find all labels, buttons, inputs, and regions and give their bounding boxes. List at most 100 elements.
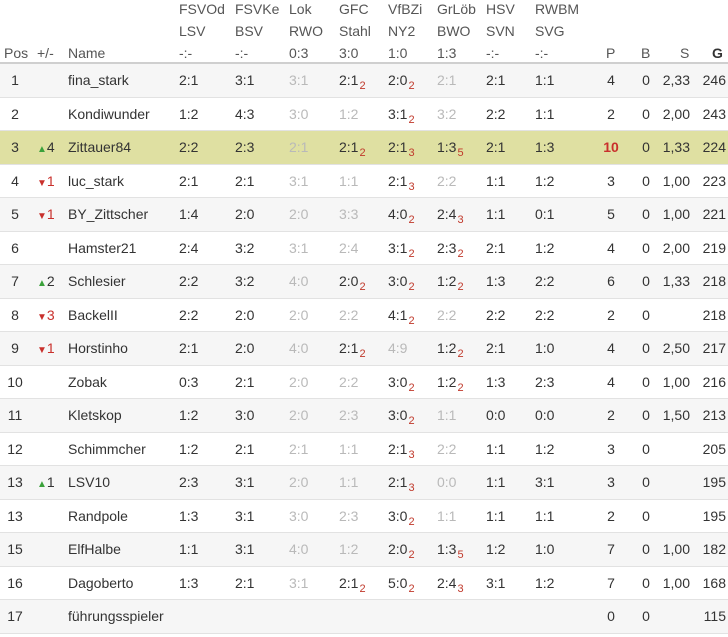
- arrow-up-icon: ▲: [37, 479, 47, 490]
- match-tip: 1:22: [437, 373, 464, 394]
- col-match-header-3[interactable]: Lok RWO 0:3: [289, 0, 323, 64]
- match-tip: 3:1: [289, 239, 309, 256]
- match-header-l3: -:-: [535, 45, 549, 61]
- player-name[interactable]: Randpole: [68, 507, 128, 524]
- points-value: 5: [607, 206, 615, 222]
- match-tip: 2:02: [339, 273, 366, 293]
- match-tip: 2:4: [179, 239, 199, 256]
- player-name[interactable]: Kondiwunder: [68, 105, 150, 122]
- col-match-header-4[interactable]: GFC Stahl 3:0: [339, 0, 371, 64]
- match-tip: 2:2: [179, 273, 199, 289]
- match-header-l1: FSVOd: [179, 1, 225, 17]
- player-name[interactable]: Hamster21: [68, 239, 137, 256]
- total-value: 218: [702, 273, 726, 289]
- col-match-header-1[interactable]: FSVOd LSV -:-: [179, 0, 225, 64]
- match-tip: 2:1: [437, 72, 457, 88]
- average-value: 1,33: [662, 139, 690, 155]
- match-tip: 4:9: [388, 340, 408, 356]
- match-tip: 3:02: [388, 373, 415, 394]
- table-row[interactable]: 7 ▲2 Schlesier 2:2 3:2 4:0 2:02 3:02 1:22 1:3 2:2 6…: [0, 265, 728, 299]
- match-header-l3: -:-: [486, 45, 500, 61]
- match-header-l2: LSV: [179, 23, 206, 39]
- table-row[interactable]: 1 fina_stark 2:1 3:1 3:1 2:12 2:02 2:1 2:1 1:1 4 0 2…: [0, 64, 728, 98]
- table-row[interactable]: 13 Randpole 1:3 3:1 3:0 2:3 3:02 1:1 1:1 1:1 2 0 195: [0, 500, 728, 533]
- average-value: 2,33: [662, 72, 690, 88]
- points-value: 4: [607, 340, 615, 356]
- table-row[interactable]: 17 führungsspieler 0 0 115: [0, 600, 728, 634]
- total-value: 218: [702, 306, 726, 323]
- player-name[interactable]: Zittauer84: [68, 139, 132, 155]
- player-name[interactable]: Dagoberto: [68, 574, 134, 591]
- col-name-header[interactable]: Name: [68, 45, 106, 61]
- tip-points: 2: [408, 515, 415, 528]
- match-tip: 2:1: [179, 172, 199, 189]
- table-row[interactable]: 9 ▼1 Horstinho 2:1 2:0 4:0 2:12 4:9 1:22 2:1 1:0 4 0…: [0, 332, 728, 366]
- match-tip: 1:1: [437, 407, 457, 423]
- match-tip: 2:1: [235, 373, 255, 390]
- match-tip: 5:02: [388, 574, 415, 595]
- col-pos-header[interactable]: Pos: [4, 45, 29, 61]
- match-tip: 2:2: [486, 306, 506, 323]
- player-name[interactable]: führungsspieler: [68, 608, 164, 624]
- total-value: 115: [703, 608, 726, 624]
- table-row[interactable]: 13 ▲1 LSV10 2:3 3:1 2:0 1:1 2:13 0:0 1:1 3:1 3 0 195: [0, 466, 728, 500]
- player-name[interactable]: Zobak: [68, 373, 107, 390]
- table-row[interactable]: 5 ▼1 BY_Zittscher 1:4 2:0 2:0 3:3 4:02 2:43 1:1 0:…: [0, 198, 728, 232]
- table-row[interactable]: 2 Kondiwunder 1:2 4:3 3:0 1:2 3:12 3:2 2:2 1:1 2 0 2…: [0, 98, 728, 131]
- col-match-header-5[interactable]: VfBZi NY2 1:0: [388, 0, 422, 64]
- table-row[interactable]: 3 ▲4 Zittauer84 2:2 2:3 2:1 2:12 2:13 1:35 2:1 1:3…: [0, 131, 728, 165]
- match-tip: 0:3: [179, 373, 199, 390]
- col-p-header[interactable]: P: [606, 45, 616, 61]
- player-name[interactable]: Horstinho: [68, 340, 128, 356]
- table-row[interactable]: 4 ▼1 luc_stark 2:1 2:1 3:1 1:1 2:13 2:2 1:1 1:2 3 0 1…: [0, 165, 728, 198]
- player-name[interactable]: Schlesier: [68, 273, 126, 289]
- player-name[interactable]: BY_Zittscher: [68, 206, 149, 222]
- col-g-header[interactable]: G: [712, 45, 723, 61]
- total-value: 195: [702, 474, 726, 490]
- match-tip: 1:35: [437, 541, 464, 561]
- match-tip: 1:4: [179, 206, 199, 222]
- match-tip: 2:2: [339, 373, 359, 390]
- tip-points: 2: [408, 381, 415, 394]
- player-name[interactable]: LSV10: [68, 474, 111, 490]
- points-value: 3: [607, 440, 615, 457]
- table-row[interactable]: 8 ▼3 BackelII 2:2 2:0 2:0 2:2 4:12 2:2 2:2 2:2 2 0 21…: [0, 299, 728, 332]
- tip-points: 2: [359, 281, 366, 293]
- table-row[interactable]: 11 Kletskop 1:2 3:0 2:0 2:3 3:02 1:1 0:0 0:0 2 0 1,5…: [0, 399, 728, 433]
- match-header-l1: HSV: [486, 1, 515, 17]
- bonus-value: 0: [642, 206, 650, 222]
- average-value: 1,00: [662, 541, 690, 557]
- match-header-l2: SVN: [486, 23, 515, 39]
- table-row[interactable]: 16 Dagoberto 1:3 2:1 3:1 2:12 5:02 2:43 3:1 1:2 7 0…: [0, 567, 728, 600]
- match-header-l1: RWBM: [535, 1, 580, 17]
- match-header-l3: -:-: [235, 45, 249, 61]
- table-row[interactable]: 6 Hamster21 2:4 3:2 3:1 2:4 3:12 2:32 2:1 1:2 4 0 2,…: [0, 232, 728, 265]
- col-b-header[interactable]: B: [641, 45, 651, 61]
- table-row[interactable]: 12 Schimmcher 1:2 2:1 2:1 1:1 2:13 2:2 1:1 1:2 3 0 2…: [0, 433, 728, 466]
- player-name[interactable]: ElfHalbe: [68, 541, 121, 557]
- total-value: 213: [702, 407, 726, 423]
- row-position: 5: [11, 206, 19, 222]
- table-row[interactable]: 10 Zobak 0:3 2:1 2:0 2:2 3:02 1:22 1:3 2:3 4 0 1,00 2…: [0, 366, 728, 399]
- tip-points: 2: [408, 80, 415, 92]
- col-match-header-6[interactable]: GrLöb BWO 1:3: [437, 0, 476, 64]
- col-match-header-2[interactable]: FSVKe BSV -:-: [235, 0, 279, 64]
- player-name[interactable]: fina_stark: [68, 72, 129, 88]
- table-row[interactable]: 15 ElfHalbe 1:1 3:1 4:0 1:2 2:02 1:35 1:2 1:0 7 0 1,…: [0, 533, 728, 567]
- player-name[interactable]: BackelII: [68, 306, 118, 323]
- change-value: 2: [46, 273, 55, 289]
- player-name[interactable]: Kletskop: [68, 407, 122, 423]
- match-header-l3: 3:0: [339, 45, 359, 61]
- match-tip: 1:3: [486, 373, 506, 390]
- col-match-header-8[interactable]: RWBM SVG -:-: [535, 0, 579, 64]
- match-tip: 2:43: [437, 574, 464, 595]
- match-tip: 3:1: [235, 474, 255, 490]
- row-change: ▲1: [37, 466, 65, 501]
- tip-points: 2: [457, 247, 464, 260]
- col-match-header-7[interactable]: HSV SVN -:-: [486, 0, 515, 64]
- col-s-header[interactable]: S: [680, 45, 690, 61]
- player-name[interactable]: Schimmcher: [68, 440, 146, 457]
- col-change-header[interactable]: +/-: [37, 45, 54, 61]
- bonus-value: 0: [642, 373, 650, 390]
- player-name[interactable]: luc_stark: [68, 172, 125, 189]
